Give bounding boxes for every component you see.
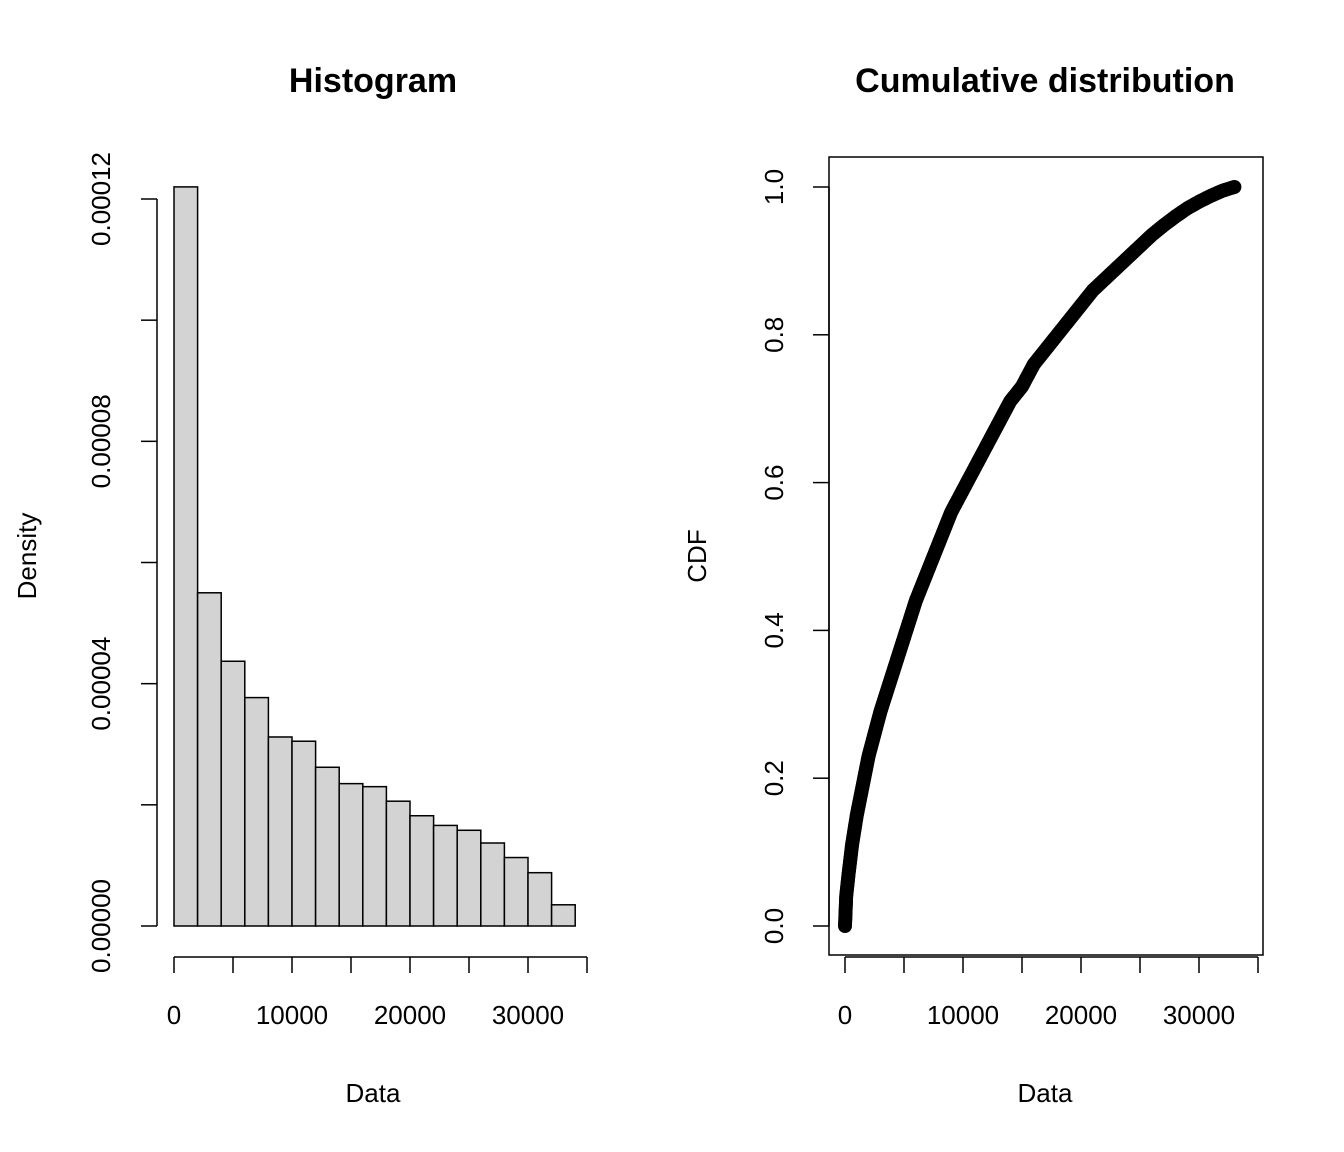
histogram-bar bbox=[196, 592, 222, 927]
cdf-y-tick-label: 0.6 bbox=[759, 465, 789, 501]
histogram-title: Histogram bbox=[289, 62, 457, 100]
histogram-x-tick-label: 10000 bbox=[256, 1000, 328, 1030]
histogram-bar bbox=[362, 785, 388, 927]
histogram-panel: Histogram Data Density 0 10000 20000 30000 … bbox=[12, 62, 588, 1108]
cdf-ylabel: CDF bbox=[682, 529, 712, 582]
cdf-point bbox=[1227, 180, 1242, 194]
cdf-y-tick-label: 0.0 bbox=[759, 908, 789, 944]
cdf-x-axis: 0 10000 20000 30000 bbox=[838, 956, 1259, 1030]
histogram-bar bbox=[267, 736, 293, 927]
cdf-x-tick-label: 20000 bbox=[1045, 1000, 1117, 1030]
histogram-bar bbox=[385, 800, 411, 927]
histogram-x-tick-label: 0 bbox=[167, 1000, 181, 1030]
cdf-y-tick-label: 0.4 bbox=[759, 612, 789, 648]
cdf-y-tick-label: 0.8 bbox=[759, 317, 789, 353]
histogram-bar bbox=[503, 856, 529, 927]
histogram-x-tick-label: 30000 bbox=[492, 1000, 564, 1030]
cdf-xlabel: Data bbox=[1018, 1078, 1073, 1108]
histogram-x-axis: 0 10000 20000 30000 bbox=[167, 956, 588, 1030]
cdf-y-axis: 0.0 0.2 0.4 0.6 0.8 1.0 bbox=[759, 169, 830, 944]
histogram-y-tick-label: 0.00012 bbox=[86, 152, 116, 246]
histogram-bar bbox=[314, 766, 340, 927]
histogram-y-tick-label: 0.00000 bbox=[86, 879, 116, 973]
histogram-bar bbox=[244, 696, 270, 927]
cdf-x-tick-label: 30000 bbox=[1163, 1000, 1235, 1030]
histogram-bar bbox=[409, 814, 435, 927]
cdf-title: Cumulative distribution bbox=[855, 62, 1235, 100]
cdf-points bbox=[838, 180, 1242, 933]
histogram-bar bbox=[550, 904, 576, 927]
histogram-y-tick-label: 0.00004 bbox=[86, 637, 116, 731]
cdf-x-tick-label: 0 bbox=[838, 1000, 852, 1030]
histogram-bar bbox=[338, 782, 364, 927]
histogram-bar bbox=[220, 660, 246, 927]
histogram-y-tick-label: 0.00008 bbox=[86, 394, 116, 488]
histogram-x-tick-label: 20000 bbox=[374, 1000, 446, 1030]
histogram-bar bbox=[432, 824, 458, 927]
cdf-x-tick-label: 10000 bbox=[927, 1000, 999, 1030]
histogram-bar bbox=[456, 829, 482, 927]
histogram-bar bbox=[480, 842, 506, 927]
histogram-y-axis: 0.00000 0.00004 0.00008 0.00012 bbox=[86, 152, 158, 973]
histogram-bar bbox=[291, 740, 317, 927]
cdf-y-tick-label: 1.0 bbox=[759, 169, 789, 205]
histogram-ylabel: Density bbox=[12, 513, 42, 600]
histogram-bars bbox=[173, 186, 576, 927]
cdf-y-tick-label: 0.2 bbox=[759, 760, 789, 796]
histogram-xlabel: Data bbox=[346, 1078, 401, 1108]
histogram-bar bbox=[527, 871, 553, 927]
cdf-plot-box bbox=[828, 156, 1264, 956]
histogram-bar bbox=[173, 186, 199, 927]
cdf-panel: Cumulative distribution Data CDF 0 10000 2… bbox=[682, 62, 1264, 1108]
